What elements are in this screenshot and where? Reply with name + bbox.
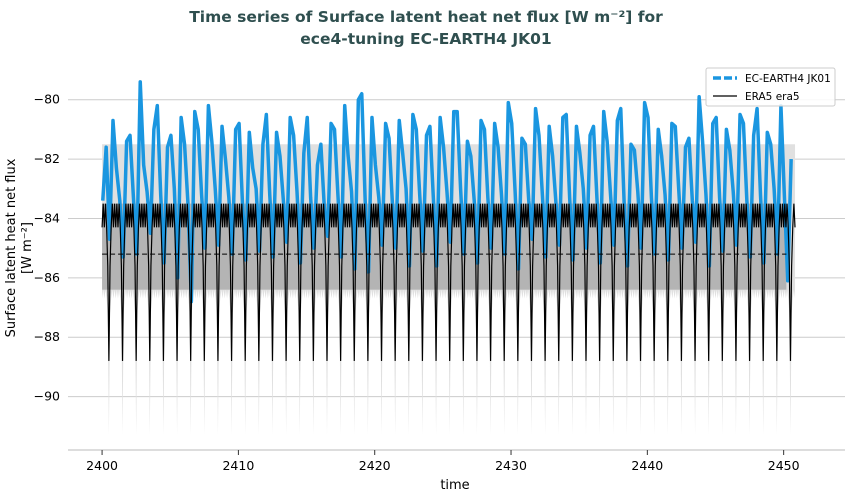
model-series-line — [101, 80, 793, 304]
x-tick-label: 2400 — [86, 458, 118, 473]
y-axis-label-line1: Surface latent heat net flux — [4, 158, 19, 337]
y-tick-label: −90 — [34, 389, 60, 404]
y-tick-label: −80 — [34, 92, 60, 107]
y-axis-label-line2: [W m⁻²] — [20, 222, 35, 274]
chart-title-line1: Time series of Surface latent heat net f… — [189, 8, 663, 26]
x-axis-label: time — [440, 478, 469, 493]
era5-series-line — [101, 203, 796, 361]
y-tick-label: −84 — [34, 210, 60, 225]
legend-model-label: EC-EARTH4 JK01 — [745, 73, 831, 85]
legend: EC-EARTH4 JK01 ERA5 era5 — [705, 67, 836, 107]
x-tick-label: 2420 — [359, 458, 391, 473]
chart-title-line2: ece4-tuning EC-EARTH4 JK01 — [300, 30, 552, 48]
x-tick-label: 2430 — [495, 458, 527, 473]
y-tick-label: −82 — [34, 151, 60, 166]
x-tick-label: 2450 — [768, 458, 800, 473]
y-tick-label: −86 — [34, 270, 60, 285]
y-tick-label: −88 — [34, 329, 60, 344]
x-tick-label: 2440 — [631, 458, 663, 473]
x-tick-label: 2410 — [222, 458, 254, 473]
legend-era5-label: ERA5 era5 — [745, 91, 800, 103]
